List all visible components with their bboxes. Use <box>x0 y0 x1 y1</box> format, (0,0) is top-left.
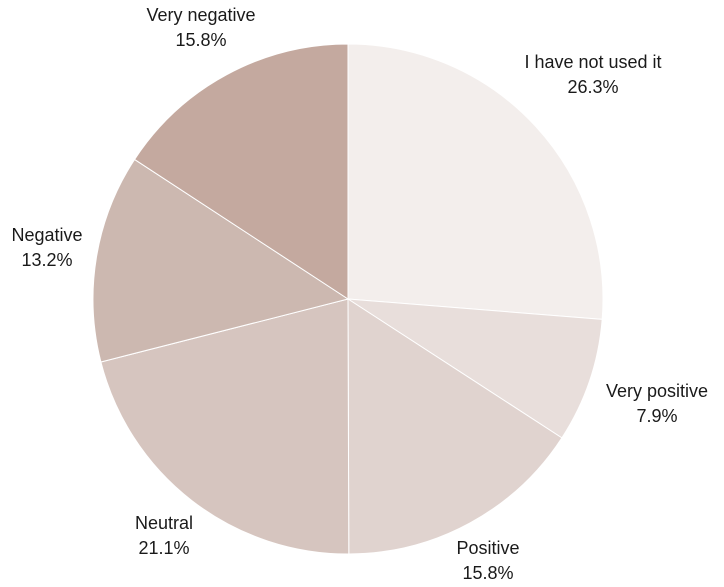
slice-label: Positive <box>456 538 519 558</box>
pie-slice <box>347 298 563 555</box>
slice-percent: 26.3% <box>567 77 618 97</box>
pie-slice <box>347 43 604 320</box>
slice-percent: 7.9% <box>636 406 677 426</box>
slice-label: Neutral <box>135 513 193 533</box>
slice-label: Very positive <box>606 381 708 401</box>
pie-labels: I have not used it 26.3% Very positive 7.9%… <box>11 5 708 583</box>
pie-slice <box>100 298 350 555</box>
pie-slice <box>92 158 350 363</box>
slice-percent: 15.8% <box>462 563 513 583</box>
slice-label: Very negative <box>146 5 255 25</box>
slice-percent: 15.8% <box>175 30 226 50</box>
slice-percent: 21.1% <box>138 538 189 558</box>
slice-label: Negative <box>11 225 82 245</box>
pie-slice <box>133 43 349 300</box>
slice-label: I have not used it <box>524 52 661 72</box>
slice-percent: 13.2% <box>21 250 72 270</box>
pie-slice <box>347 298 603 439</box>
pie-slices <box>92 43 604 555</box>
